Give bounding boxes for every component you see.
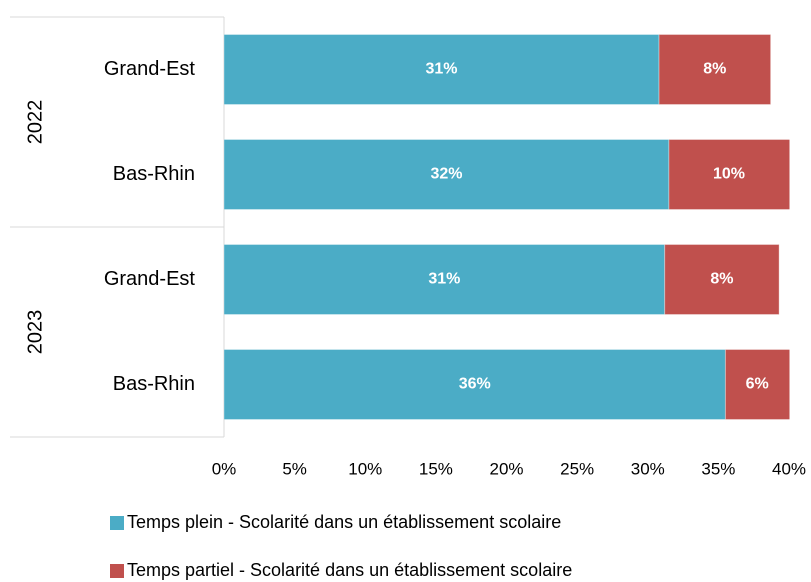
group-label: 2023 bbox=[24, 310, 46, 355]
bar-segment bbox=[658, 34, 772, 105]
data-label: 31% bbox=[428, 271, 460, 288]
x-tick-label: 35% bbox=[701, 459, 735, 478]
bar-segment bbox=[668, 139, 790, 210]
bar-segment bbox=[224, 34, 660, 105]
legend-label: Temps plein - Scolarité dans un établiss… bbox=[127, 512, 561, 532]
plot-area bbox=[224, 34, 790, 420]
data-label: 8% bbox=[703, 61, 726, 78]
data-label: 10% bbox=[713, 166, 745, 183]
x-tick-label: 15% bbox=[419, 459, 453, 478]
bar-segment bbox=[664, 244, 780, 315]
x-tick-label: 40% bbox=[772, 459, 806, 478]
y-tick-label: Bas-Rhin bbox=[113, 163, 195, 185]
data-label: 32% bbox=[430, 166, 462, 183]
data-label: 36% bbox=[459, 376, 491, 393]
data-label: 6% bbox=[746, 376, 769, 393]
x-tick-label: 5% bbox=[282, 459, 307, 478]
x-tick-label: 25% bbox=[560, 459, 594, 478]
x-tick-label: 0% bbox=[212, 459, 237, 478]
y-tick-label: Grand-Est bbox=[104, 58, 196, 80]
x-tick-label: 20% bbox=[489, 459, 523, 478]
legend-label: Temps partiel - Scolarité dans un établi… bbox=[127, 560, 572, 580]
y-tick-label: Grand-Est bbox=[104, 268, 196, 290]
bar-segment bbox=[224, 244, 666, 315]
x-tick-label: 10% bbox=[348, 459, 382, 478]
legend-swatch bbox=[110, 564, 124, 578]
x-tick-label: 30% bbox=[631, 459, 665, 478]
bar-segment bbox=[724, 349, 790, 420]
legend-swatch bbox=[110, 516, 124, 530]
data-label: 31% bbox=[426, 61, 458, 78]
y-tick-label: Bas-Rhin bbox=[113, 373, 195, 395]
group-label: 2022 bbox=[24, 100, 46, 145]
data-label: 8% bbox=[710, 271, 733, 288]
